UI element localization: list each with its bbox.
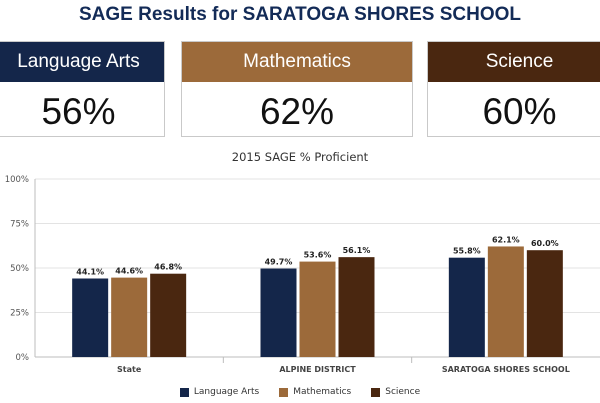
x-tick-label: ALPINE DISTRICT <box>279 365 356 374</box>
bar-language-arts <box>448 257 485 357</box>
y-tick-label: 75% <box>10 220 29 230</box>
bar-value-label: 49.7% <box>265 258 293 267</box>
bar-mathematics <box>487 246 524 357</box>
legend-swatch-language-arts <box>179 387 189 397</box>
legend-swatch-science <box>371 387 381 397</box>
science-card-header: Science <box>428 42 600 82</box>
legend-label-science: Science <box>385 387 421 397</box>
chart-title: 2015 SAGE % Proficient <box>231 150 369 164</box>
bar-value-label: 44.6% <box>115 267 143 276</box>
bar-value-label: 46.8% <box>154 263 182 272</box>
legend-item-mathematics[interactable]: Mathematics <box>279 387 351 397</box>
bar-mathematics <box>299 261 336 357</box>
page-title: SAGE Results for SARATOGA SHORES SCHOOL <box>79 4 521 25</box>
bar-science <box>338 257 375 357</box>
language-arts-card: Language Arts 56% <box>0 41 165 137</box>
legend-label-mathematics: Mathematics <box>293 387 352 397</box>
bar-language-arts <box>260 268 297 357</box>
bar-language-arts <box>72 278 109 357</box>
science-card-value: 60% <box>482 91 557 132</box>
mathematics-card-value: 62% <box>259 91 335 132</box>
legend-item-language-arts[interactable]: Language Arts <box>179 387 260 397</box>
bar-value-label: 44.1% <box>76 268 104 277</box>
legend-swatch-mathematics <box>279 387 289 397</box>
language-arts-card-header: Language Arts <box>0 42 164 82</box>
mathematics-card-header: Mathematics <box>182 42 412 82</box>
y-tick-label: 25% <box>10 309 29 319</box>
bar-value-label: 55.8% <box>453 247 481 256</box>
bar-value-label: 56.1% <box>343 246 371 255</box>
bar-science <box>150 273 187 357</box>
legend-item-science[interactable]: Science <box>371 387 420 397</box>
bar-value-label: 62.1% <box>492 235 520 244</box>
y-tick-label: 0% <box>16 353 30 363</box>
x-tick-label: SARATOGA SHORES SCHOOL <box>442 365 570 374</box>
bar-value-label: 53.6% <box>304 251 332 260</box>
x-tick-label: State <box>117 365 142 374</box>
science-card: Science 60% <box>427 41 600 137</box>
bar-value-label: 60.0% <box>531 239 559 248</box>
y-tick-label: 50% <box>10 264 29 274</box>
bar-science <box>526 250 563 357</box>
legend-label-language-arts: Language Arts <box>193 387 260 397</box>
bar-mathematics <box>111 277 148 357</box>
language-arts-card-value: 56% <box>41 91 116 132</box>
chart-legend: Language Arts Mathematics Science <box>0 384 600 400</box>
y-tick-label: 100% <box>5 175 29 185</box>
mathematics-card: Mathematics 62% <box>181 41 413 137</box>
